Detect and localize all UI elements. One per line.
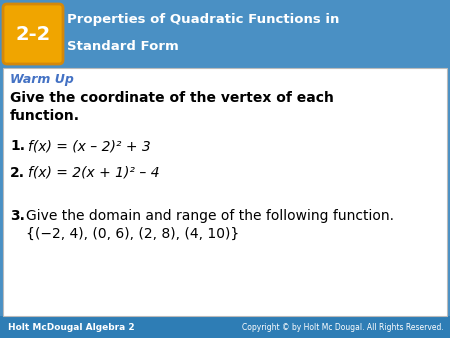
Bar bbox=[0, 316, 450, 338]
Text: Give the domain and range of the following function.: Give the domain and range of the followi… bbox=[26, 209, 394, 223]
Text: Give the coordinate of the vertex of each: Give the coordinate of the vertex of eac… bbox=[10, 91, 334, 105]
Text: Properties of Quadratic Functions in: Properties of Quadratic Functions in bbox=[67, 14, 339, 26]
Text: 2.: 2. bbox=[10, 166, 25, 180]
FancyBboxPatch shape bbox=[3, 68, 447, 316]
FancyBboxPatch shape bbox=[3, 4, 63, 64]
Text: 2-2: 2-2 bbox=[15, 24, 50, 44]
Text: {(−2, 4), (0, 6), (2, 8), (4, 10)}: {(−2, 4), (0, 6), (2, 8), (4, 10)} bbox=[26, 227, 239, 241]
Text: Copyright © by Holt Mc Dougal. All Rights Reserved.: Copyright © by Holt Mc Dougal. All Right… bbox=[242, 322, 444, 332]
Text: 3.: 3. bbox=[10, 209, 25, 223]
Text: Standard Form: Standard Form bbox=[67, 40, 179, 52]
Text: function.: function. bbox=[10, 109, 80, 123]
Text: Holt McDougal Algebra 2: Holt McDougal Algebra 2 bbox=[8, 322, 135, 332]
Text: f(x) = (x – 2)² + 3: f(x) = (x – 2)² + 3 bbox=[28, 139, 151, 153]
Text: f(x) = 2(x + 1)² – 4: f(x) = 2(x + 1)² – 4 bbox=[28, 166, 160, 180]
Text: Warm Up: Warm Up bbox=[10, 72, 74, 86]
Bar bbox=[0, 0, 450, 68]
Text: 1.: 1. bbox=[10, 139, 25, 153]
